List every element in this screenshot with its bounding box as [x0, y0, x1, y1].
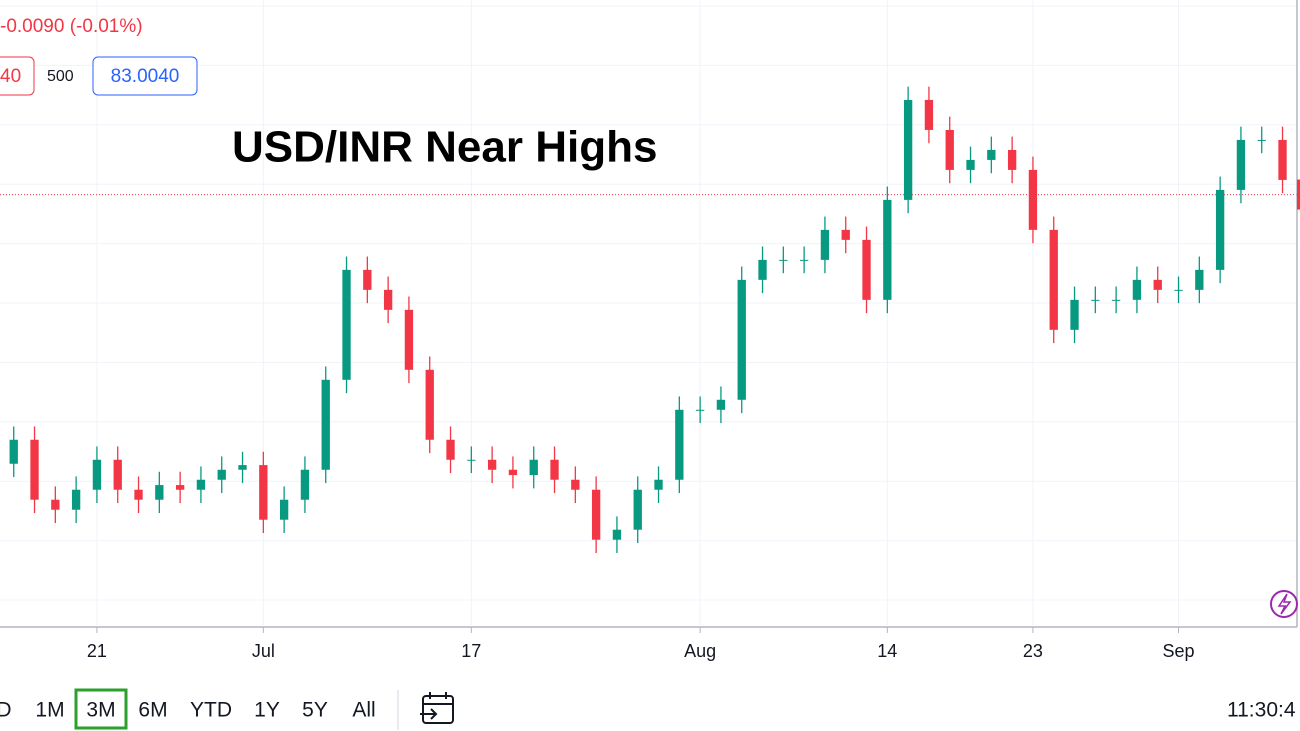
candle-body	[903, 99, 913, 200]
candle-body	[363, 269, 372, 290]
range-button[interactable]: 1M	[35, 699, 64, 722]
candle-body	[675, 409, 684, 480]
candle-body	[924, 99, 934, 130]
bid-box	[0, 56, 35, 96]
candle-body	[1278, 139, 1287, 180]
candle-body	[779, 259, 788, 261]
candle-body	[1007, 149, 1017, 170]
candle-body	[175, 485, 185, 490]
candle-body	[633, 489, 642, 530]
range-active	[74, 688, 128, 730]
range-button[interactable]: All	[352, 699, 375, 722]
candle-body	[1132, 279, 1142, 300]
range-button[interactable]: 1Y	[254, 699, 280, 722]
x-tick-label: 17	[461, 641, 481, 661]
x-tick-label: Aug	[684, 641, 716, 661]
range-button[interactable]: 5Y	[302, 699, 328, 722]
candle-body	[1195, 269, 1204, 290]
candle-body	[92, 459, 102, 490]
calendar-icon[interactable]	[420, 692, 454, 724]
candle-body	[383, 289, 393, 310]
candle-body	[945, 129, 954, 170]
toolbar: D 1M 3M 6M YTD 1Y 5Y All	[0, 688, 376, 730]
candle-body	[446, 439, 455, 460]
candle-body	[508, 469, 518, 476]
x-tick-label: 21	[87, 641, 107, 661]
candle-body	[612, 529, 622, 540]
candle-body	[467, 459, 476, 461]
candle-body	[1215, 189, 1225, 270]
candle-body	[113, 459, 122, 490]
ask: 83.0040	[111, 66, 180, 87]
candle-body	[1153, 279, 1162, 290]
candle-body	[259, 465, 268, 520]
bid: 40	[0, 66, 21, 87]
last-price-tag	[1297, 179, 1300, 210]
x-tick-label: Sep	[1163, 641, 1195, 661]
calendar-arrow	[420, 708, 438, 720]
candle-body	[404, 309, 414, 370]
candle-body	[966, 159, 975, 170]
chart-title: USD/INR Near Highs	[232, 123, 657, 172]
candle-body	[155, 485, 164, 500]
candle-body	[737, 279, 746, 400]
candle-body	[987, 149, 996, 160]
candle-body	[1111, 299, 1121, 301]
candle-body	[51, 499, 60, 510]
candle-body	[862, 239, 871, 300]
candle-body	[238, 465, 247, 470]
candle-body	[1049, 229, 1058, 330]
candle-body	[550, 459, 559, 480]
candle-body	[758, 259, 767, 280]
candle-body	[841, 229, 850, 240]
candle-body	[342, 269, 351, 380]
range-button[interactable]: YTD	[190, 699, 232, 722]
range-button[interactable]: D	[0, 699, 12, 722]
candle-body	[134, 489, 143, 500]
candle-body	[1236, 139, 1246, 190]
candle-body	[716, 399, 726, 410]
clock: 11:30:4	[1227, 699, 1296, 722]
candle-body	[9, 439, 18, 464]
candle-body	[196, 479, 206, 490]
candle-body	[71, 489, 81, 510]
spread: 500	[47, 68, 74, 85]
range-button[interactable]: 3M	[86, 699, 115, 722]
candle-body	[30, 439, 39, 500]
calendar-body	[422, 695, 454, 724]
candle-body	[279, 499, 289, 520]
candle-body	[1070, 299, 1079, 330]
candle-body	[1028, 169, 1038, 230]
candle-body	[487, 459, 497, 470]
change: -0.0090 (-0.01%)	[0, 16, 143, 37]
x-tick-label: Jul	[252, 641, 275, 661]
candle-body	[1257, 139, 1266, 141]
candle-body	[820, 229, 830, 260]
candle-body	[799, 259, 809, 261]
x-tick-label: 23	[1023, 641, 1043, 661]
candle-body	[300, 469, 310, 500]
candle-body	[1091, 299, 1100, 301]
candle-body	[217, 469, 226, 480]
candle-body	[654, 479, 663, 490]
grid	[0, 0, 1297, 625]
candle-body	[529, 459, 538, 476]
lightning-icon[interactable]	[1270, 590, 1298, 618]
range-button[interactable]: 6M	[138, 699, 167, 722]
candle-body	[425, 369, 434, 440]
candle-body	[571, 479, 580, 490]
candle-body	[883, 199, 892, 300]
candle-body	[591, 489, 601, 540]
lightning-bolt	[1277, 593, 1292, 615]
candle-body	[321, 379, 330, 470]
candle-body	[1174, 289, 1183, 291]
candles	[9, 86, 1287, 554]
ask-box	[92, 56, 198, 96]
x-tick-label: 14	[877, 641, 897, 661]
candle-body	[695, 409, 705, 411]
